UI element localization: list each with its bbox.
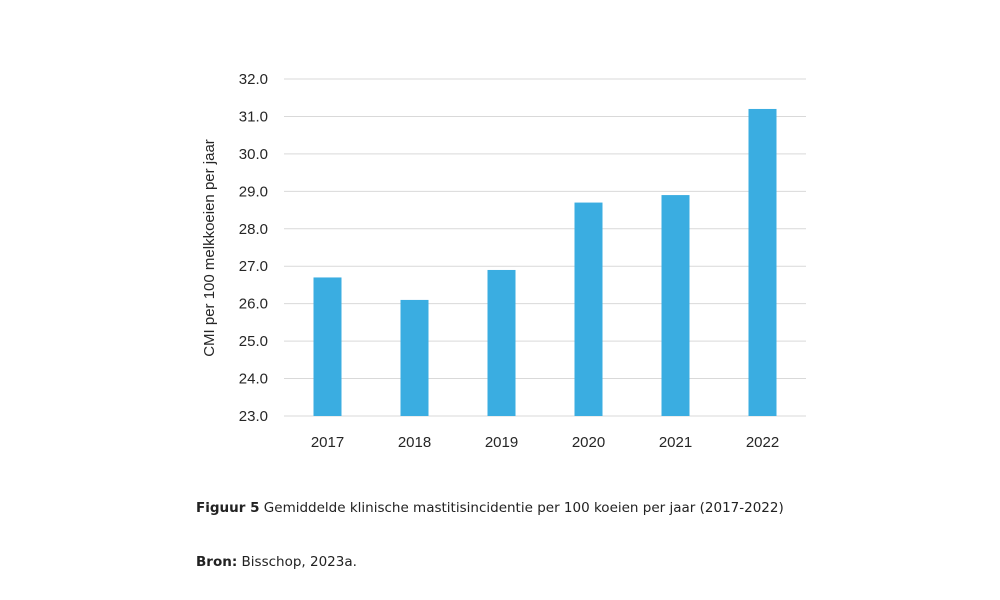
source-label: Bron: xyxy=(196,554,238,570)
bar-2019 xyxy=(487,269,516,416)
x-tick-label: 2019 xyxy=(485,434,518,451)
bar-2017 xyxy=(313,277,342,416)
gridlines xyxy=(284,78,806,417)
y-tick-label: 23.0 xyxy=(239,408,268,425)
x-tick-label: 2017 xyxy=(311,434,344,451)
y-tick-label: 24.0 xyxy=(239,371,268,388)
caption-label: Figuur 5 xyxy=(196,500,260,516)
x-tick-labels: 2017 2018 2019 2020 2021 2022 xyxy=(311,434,779,451)
x-tick-label: 2020 xyxy=(572,434,605,451)
figure-source: Bron: Bisschop, 2023a. xyxy=(196,551,357,573)
y-tick-label: 26.0 xyxy=(239,296,268,313)
bar-2021 xyxy=(661,195,690,416)
bars xyxy=(313,108,777,416)
y-tick-label: 32.0 xyxy=(239,71,268,88)
y-axis-label: CMI per 100 melkkoeien per jaar xyxy=(201,139,218,357)
y-tick-label: 25.0 xyxy=(239,333,268,350)
y-tick-label: 30.0 xyxy=(239,146,268,163)
y-tick-label: 27.0 xyxy=(239,258,268,275)
bar-2022 xyxy=(748,108,777,416)
x-tick-label: 2021 xyxy=(659,434,692,451)
bar-2018 xyxy=(400,299,429,416)
y-tick-label: 28.0 xyxy=(239,221,268,238)
x-tick-label: 2022 xyxy=(746,434,779,451)
y-tick-labels: 23.0 24.0 25.0 26.0 27.0 28.0 29.0 30.0 31.0 32.0 xyxy=(239,71,268,425)
source-text: Bisschop, 2023a. xyxy=(241,554,357,570)
figure-caption: Figuur 5 Gemiddelde klinische mastitisin… xyxy=(196,497,796,519)
y-tick-label: 31.0 xyxy=(239,108,268,125)
caption-text: Gemiddelde klinische mastitisincidentie … xyxy=(263,500,784,516)
x-tick-label: 2018 xyxy=(398,434,431,451)
bar-2020 xyxy=(574,202,603,416)
y-tick-label: 29.0 xyxy=(239,183,268,200)
